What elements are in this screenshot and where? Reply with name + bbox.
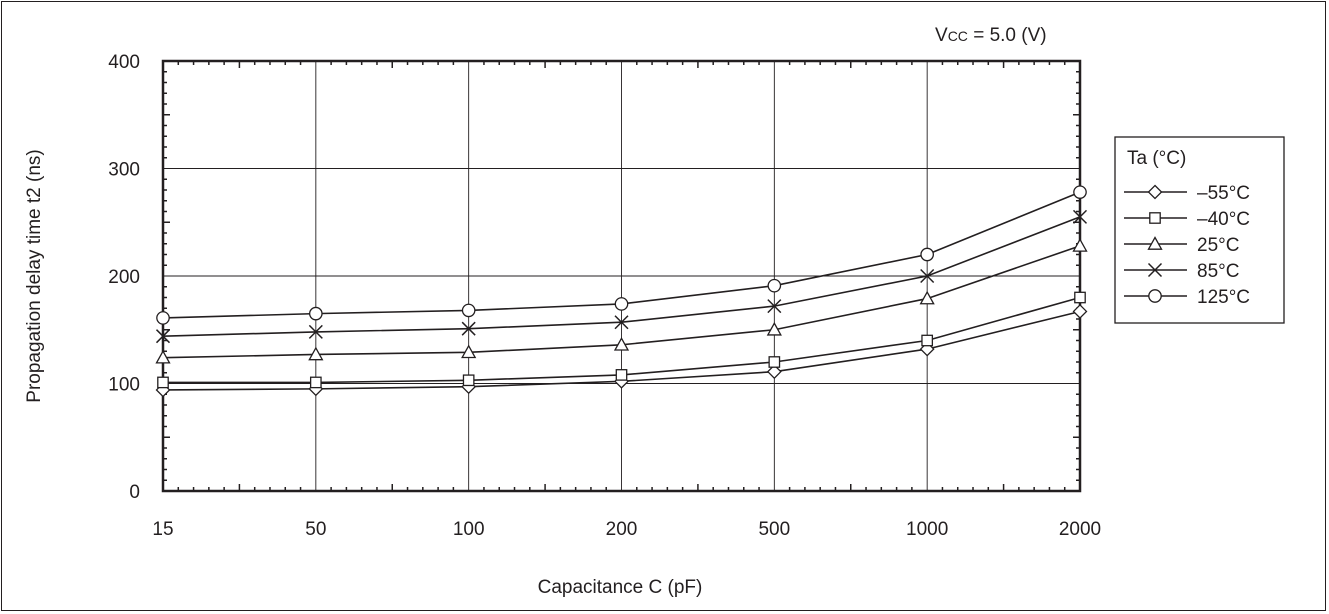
y-tick-label: 300	[108, 160, 140, 181]
legend-box	[1114, 136, 1285, 324]
legend-marker	[1147, 236, 1163, 250]
y-tick-label: 200	[108, 267, 140, 288]
data-point	[920, 268, 935, 284]
data-point	[920, 247, 934, 262]
series-group	[157, 291, 1086, 389]
data-point	[156, 311, 170, 325]
legend-item: 125°C	[1124, 287, 1250, 308]
x-tick-label: 50	[305, 519, 326, 540]
data-point	[461, 303, 476, 318]
minor-ticks	[163, 61, 1080, 491]
vcc-suffix: = 5.0 (V)	[968, 25, 1047, 46]
series-group	[155, 238, 1088, 364]
data-point	[766, 364, 782, 380]
data-point	[155, 349, 171, 364]
legend-item: 85°C	[1124, 261, 1239, 282]
vcc-subscript: CC	[948, 28, 968, 44]
data-point	[309, 376, 322, 389]
legend-label: 85°C	[1197, 261, 1239, 282]
legend: Ta (°C) –55°C –40°C 25°C 85°C 125°C	[1114, 136, 1285, 324]
data-point	[308, 346, 324, 361]
legend-item: –55°C	[1124, 183, 1250, 204]
data-point	[462, 374, 475, 387]
data-point	[615, 369, 628, 381]
legend-marker	[1148, 289, 1162, 303]
legend-item: –40°C	[1124, 209, 1250, 230]
x-axis-label: Capacitance C (pF)	[538, 577, 703, 598]
data-point	[157, 376, 169, 389]
data-point	[768, 356, 781, 368]
data-point	[766, 321, 782, 336]
legend-label: 25°C	[1197, 235, 1239, 256]
legend-marker	[1149, 212, 1161, 224]
legend-marker	[1147, 262, 1163, 278]
data-point	[1074, 291, 1086, 304]
data-point	[1072, 238, 1088, 252]
legend-label: –40°C	[1197, 209, 1250, 230]
legend-marker	[1147, 184, 1163, 200]
data-point	[155, 329, 171, 344]
data-point	[767, 299, 782, 314]
data-point	[309, 306, 323, 321]
grid-lines	[163, 61, 1080, 491]
data-point	[461, 344, 477, 359]
y-tick-label: 400	[108, 52, 140, 73]
data-point	[614, 315, 629, 330]
x-tick-label: 15	[152, 519, 173, 540]
x-tick-label: 1000	[906, 519, 948, 540]
data-series	[155, 185, 1088, 398]
x-tick-label: 200	[606, 519, 638, 540]
y-tick-label: 100	[108, 375, 140, 396]
series-group	[156, 185, 1087, 325]
x-tick-label: 500	[758, 519, 790, 540]
legend-title: Ta (°C)	[1127, 148, 1186, 169]
data-point	[1072, 304, 1088, 319]
series-group	[155, 209, 1088, 344]
data-point	[614, 297, 629, 311]
y-tick-label: 0	[129, 482, 140, 503]
plot-area-border	[161, 59, 1082, 493]
x-tick-labels: 15 50 100 200 500 1000 2000	[152, 519, 1101, 540]
data-point	[767, 278, 782, 293]
data-point	[1072, 209, 1088, 224]
y-tick-labels: 0 100 200 300 400	[108, 52, 140, 503]
data-point	[921, 334, 934, 347]
vcc-prefix: V	[935, 25, 948, 46]
legend-items: –55°C –40°C 25°C 85°C 125°C	[1124, 183, 1250, 308]
data-point	[308, 324, 323, 339]
y-axis-label: Propagation delay time t2 (ns)	[24, 149, 45, 402]
vcc-annotation: VCC = 5.0 (V)	[935, 25, 1047, 46]
legend-item: 25°C	[1124, 235, 1239, 256]
legend-label: 125°C	[1197, 287, 1250, 308]
data-point	[461, 321, 476, 336]
data-point	[919, 290, 935, 305]
x-tick-label: 100	[453, 519, 485, 540]
legend-label: –55°C	[1197, 183, 1250, 204]
x-tick-label: 2000	[1059, 519, 1101, 540]
data-point	[613, 336, 630, 351]
data-point	[1073, 185, 1087, 199]
